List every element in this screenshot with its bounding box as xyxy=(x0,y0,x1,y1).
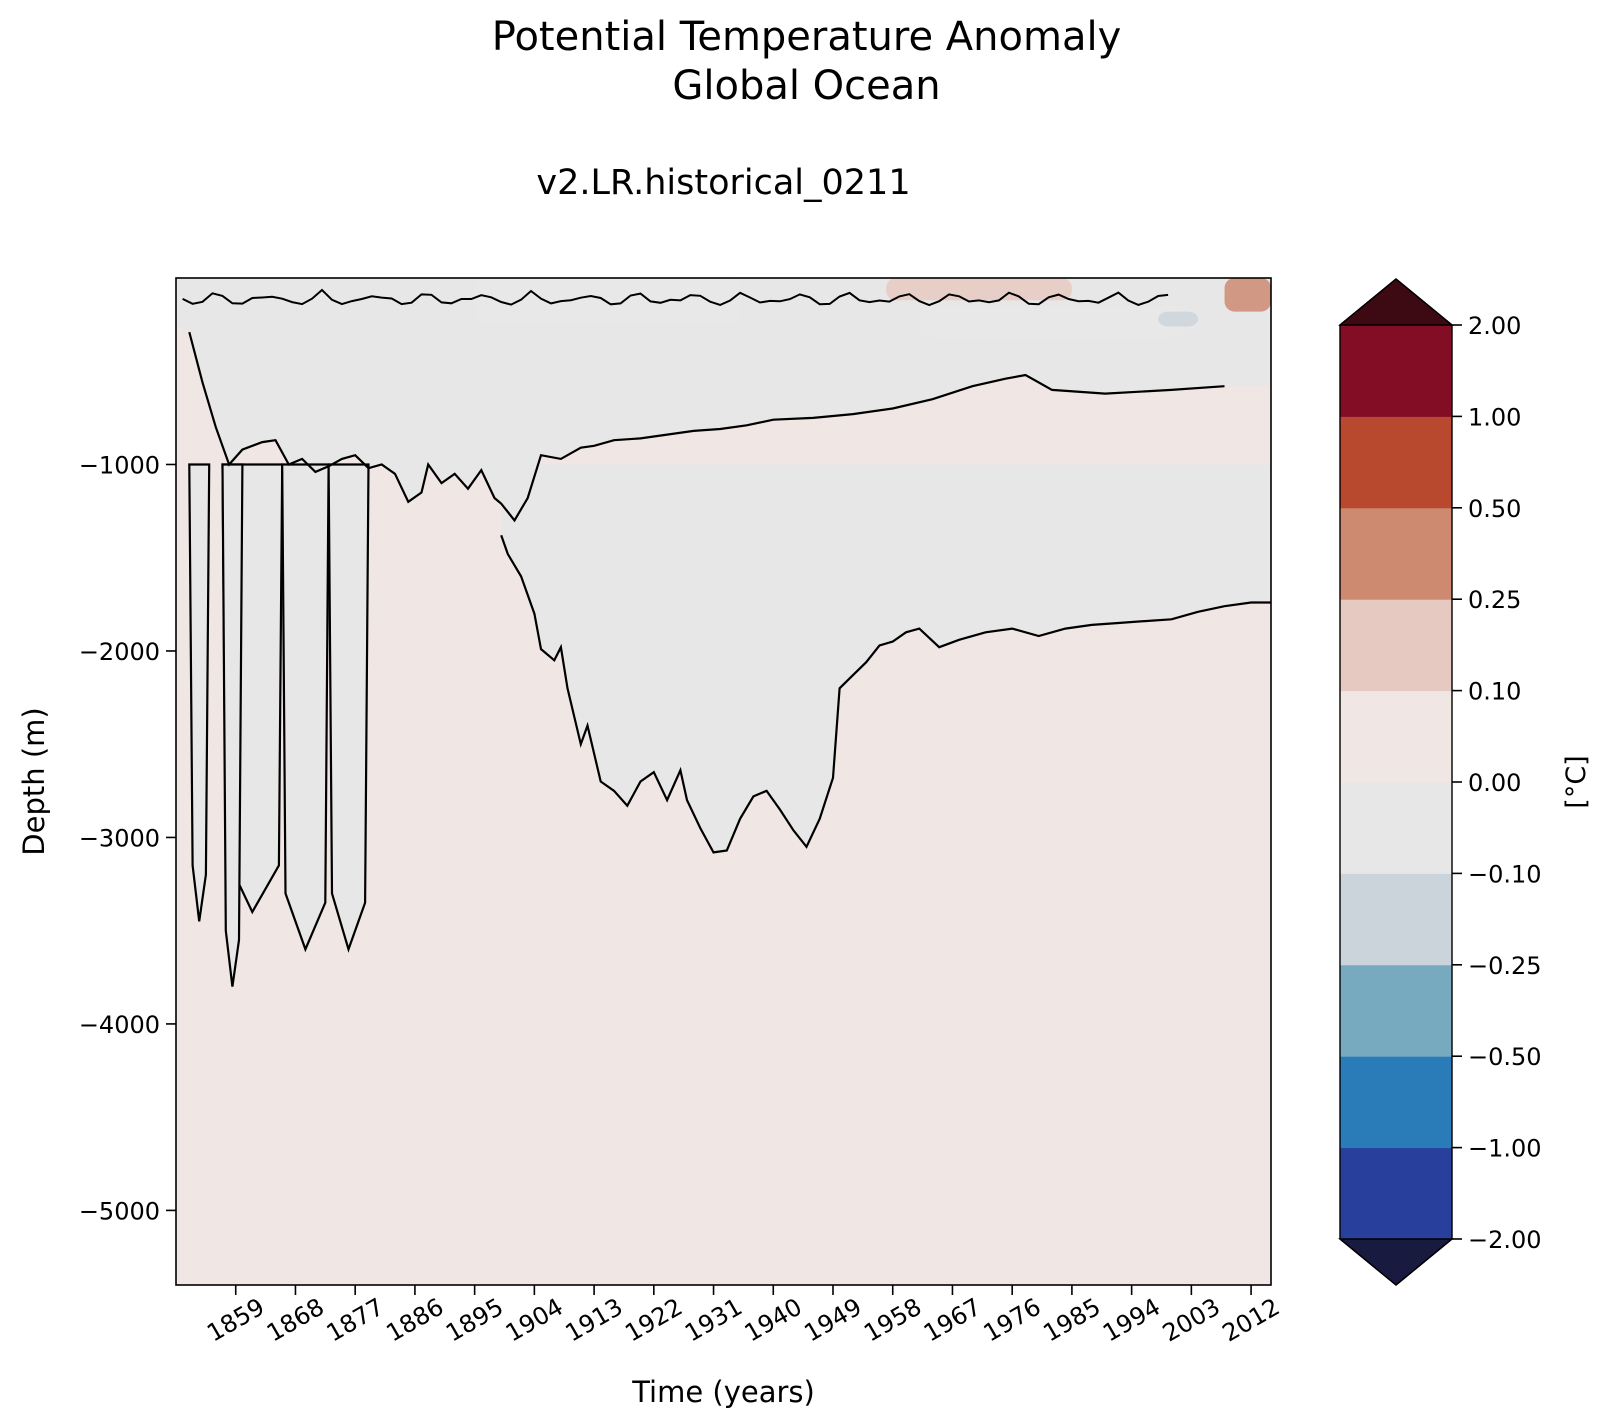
colorbar-tick-label-8: 0.50 xyxy=(1468,495,1521,523)
plot-area xyxy=(176,278,1271,1285)
y-tick-label-0: −1000 xyxy=(79,451,160,479)
surface-patch-4 xyxy=(886,278,1072,301)
colorbar-segment-7 xyxy=(1340,507,1452,600)
x-tick-label-6: 1913 xyxy=(561,1293,628,1348)
colorbar-segment-5 xyxy=(1340,690,1452,783)
negative-region-lower xyxy=(501,464,1271,853)
negative-column-3 xyxy=(188,463,211,922)
x-tick-label-14: 1985 xyxy=(1038,1293,1105,1348)
colorbar-label: [°C] xyxy=(1561,755,1592,808)
x-tick-label-4: 1895 xyxy=(441,1293,508,1348)
surface-patch-3 xyxy=(1224,278,1271,312)
colorbar-segment-1 xyxy=(1340,1056,1452,1149)
y-tick-label-2: −3000 xyxy=(79,824,160,852)
negative-region-upper xyxy=(176,278,1271,521)
x-tick-label-16: 2003 xyxy=(1158,1293,1225,1348)
colorbar-tick-label-10: 2.00 xyxy=(1468,312,1521,340)
x-tick-label-10: 1949 xyxy=(800,1293,867,1348)
plot-frame xyxy=(175,277,1272,1286)
colorbar-segment-2 xyxy=(1340,964,1452,1057)
x-tick-label-2: 1877 xyxy=(322,1293,389,1348)
x-tick-label-13: 1976 xyxy=(979,1293,1046,1348)
negative-column-4 xyxy=(221,463,244,987)
x-tick-label-1: 1868 xyxy=(262,1293,329,1348)
contour-upper xyxy=(188,331,1225,523)
colorbar-segment-0 xyxy=(1340,1147,1452,1240)
y-tick-label-3: −4000 xyxy=(79,1011,160,1039)
x-tick-label-3: 1886 xyxy=(381,1293,448,1348)
y-axis-label: Depth (m) xyxy=(17,707,51,855)
chart-subtitle: v2.LR.historical_0211 xyxy=(536,163,911,203)
colorbar-tick-label-9: 1.00 xyxy=(1468,403,1521,431)
surface-patch-1 xyxy=(919,305,1185,338)
negative-column-2 xyxy=(327,463,370,953)
colorbar-over-arrow xyxy=(1338,278,1454,326)
x-tick-label-0: 1859 xyxy=(202,1293,269,1348)
colorbar-tick-label-5: 0.00 xyxy=(1468,769,1521,797)
colorbar-tick-label-1: −1.00 xyxy=(1468,1135,1542,1163)
contour-surface xyxy=(182,288,1169,307)
chart-title-line-1: Potential Temperature Anomaly xyxy=(491,14,1122,60)
colorbar-segment-8 xyxy=(1340,416,1452,509)
chart-title-line-2: Global Ocean xyxy=(672,63,941,109)
y-tick-label-1: −2000 xyxy=(79,638,160,666)
colorbar-segment-9 xyxy=(1340,325,1452,417)
x-tick-label-9: 1940 xyxy=(740,1293,807,1348)
colorbar: −2.00 −1.00 −0.50 −0.25 −0.10 0.00 0.10 0.25 0.5… xyxy=(1338,278,1592,1286)
colorbar-segment-6 xyxy=(1340,599,1452,692)
x-tick-label-17: 2012 xyxy=(1218,1293,1285,1348)
x-axis-label: Time (years) xyxy=(631,1375,815,1409)
contour-lower xyxy=(500,534,1271,854)
colorbar-under-arrow xyxy=(1338,1238,1454,1286)
colorbar-tick-label-0: −2.00 xyxy=(1468,1226,1542,1254)
x-tick-label-11: 1958 xyxy=(859,1293,926,1348)
colorbar-segment-3 xyxy=(1340,873,1452,966)
x-tick-label-8: 1931 xyxy=(680,1293,747,1348)
x-tick-label-7: 1922 xyxy=(620,1293,687,1348)
x-tick-label-5: 1904 xyxy=(501,1293,568,1348)
colorbar-tick-label-6: 0.10 xyxy=(1468,678,1521,706)
y-tick-label-4: −5000 xyxy=(79,1197,160,1225)
colorbar-tick-label-4: −0.10 xyxy=(1468,860,1542,888)
x-tick-label-15: 1994 xyxy=(1098,1293,1165,1348)
surface-patch-2 xyxy=(1158,311,1198,327)
colorbar-tick-label-7: 0.25 xyxy=(1468,586,1521,614)
colorbar-tick-label-2: −0.50 xyxy=(1468,1043,1542,1071)
colorbar-segment-4 xyxy=(1340,782,1452,874)
x-tick-label-12: 1967 xyxy=(919,1293,986,1348)
colorbar-tick-label-3: −0.25 xyxy=(1468,952,1542,980)
negative-column-1 xyxy=(281,463,330,953)
